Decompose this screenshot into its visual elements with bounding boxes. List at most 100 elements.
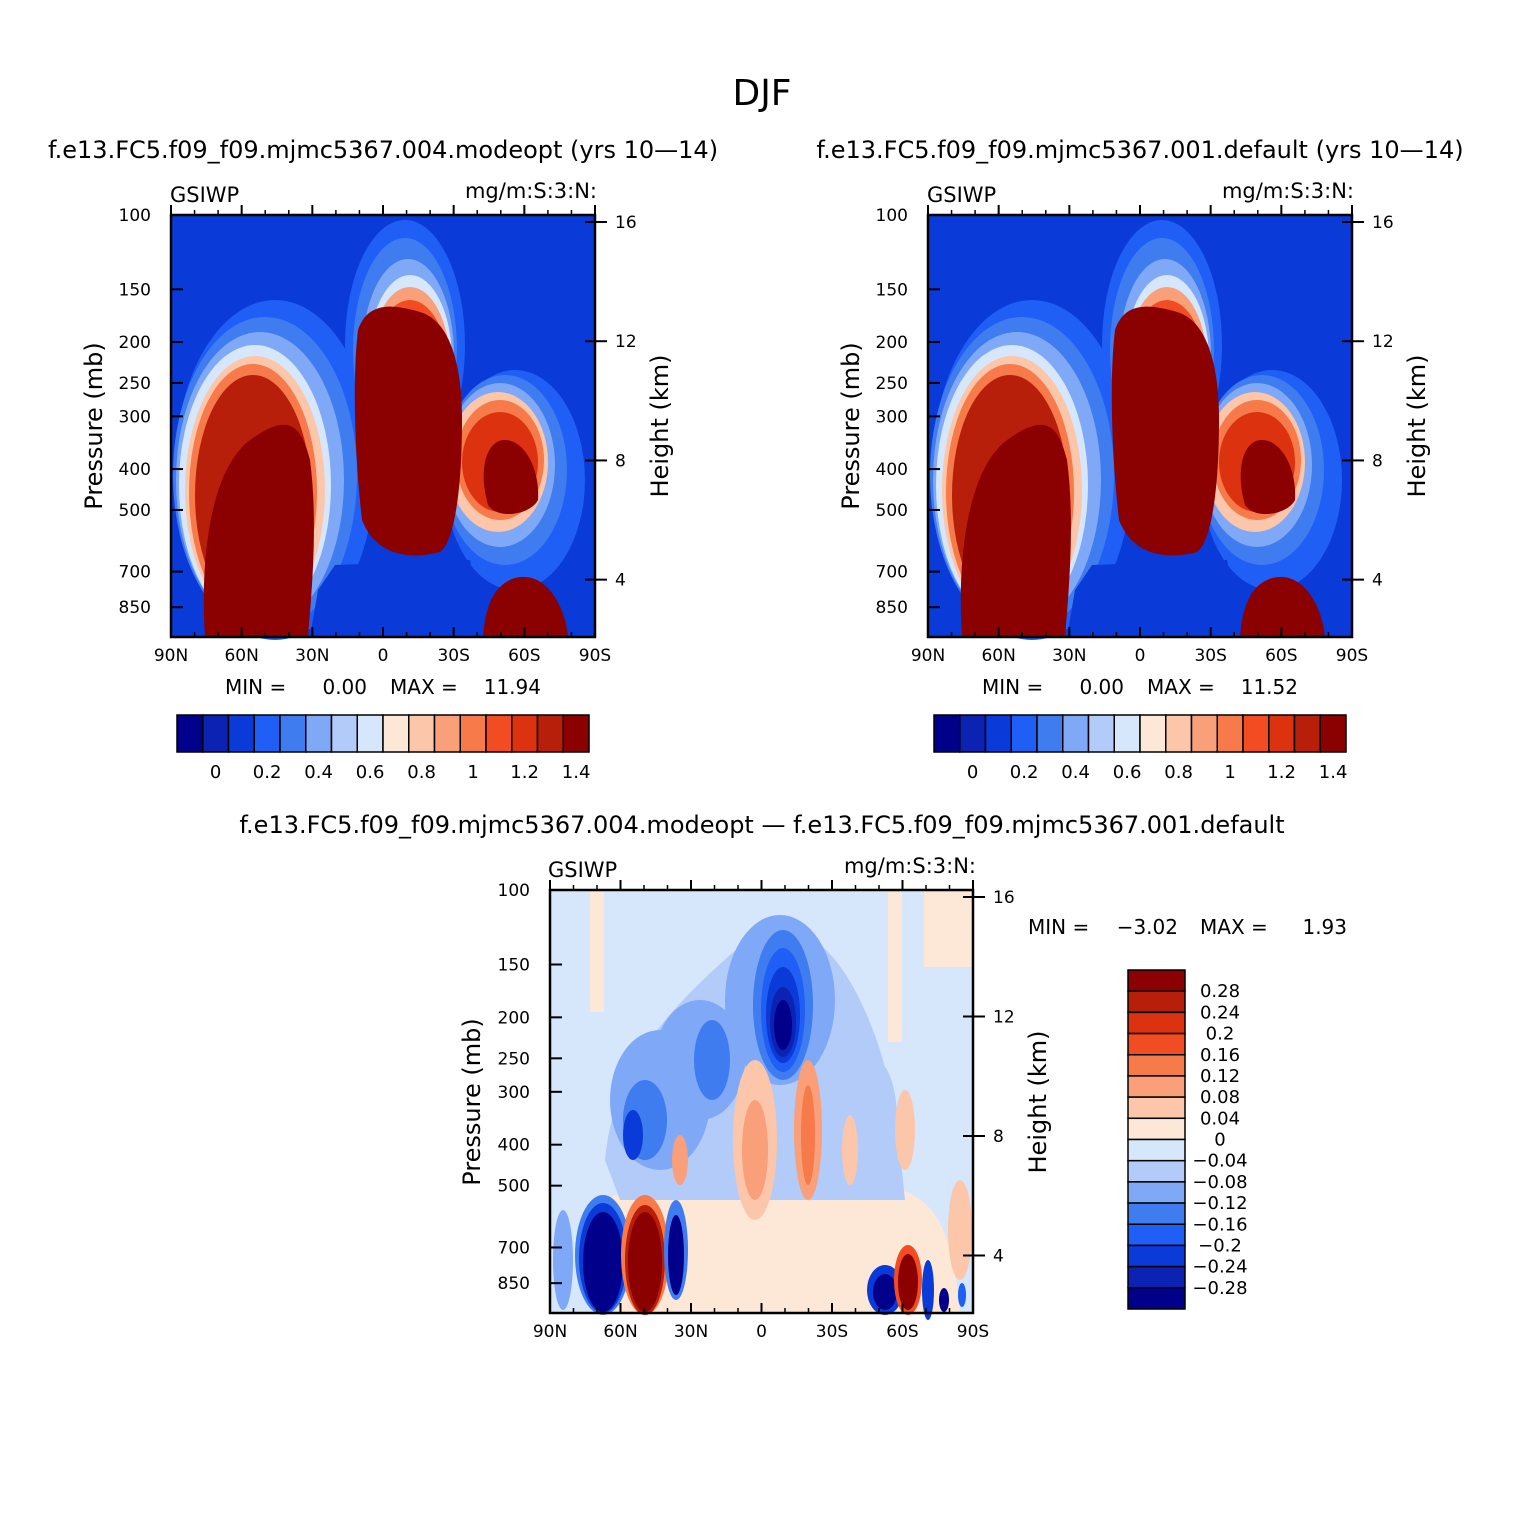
colorbar-label: −0.12 bbox=[1192, 1193, 1247, 1214]
colorbar-label: 0.12 bbox=[1200, 1066, 1240, 1087]
colorbar-box bbox=[253, 714, 281, 753]
x-tick-label: 0 bbox=[756, 1322, 767, 1342]
y2-tick-label: 4 bbox=[993, 1246, 1004, 1266]
colorbar-box bbox=[176, 714, 204, 753]
y-tick-label: 200 bbox=[876, 333, 908, 353]
colorbar-box bbox=[1319, 714, 1347, 753]
colorbar-label: 0.28 bbox=[1200, 981, 1240, 1002]
colorbar-box bbox=[1127, 1054, 1186, 1077]
colorbar-box bbox=[1165, 714, 1193, 753]
colorbar-box bbox=[1010, 714, 1038, 753]
colorbar-box bbox=[408, 714, 436, 753]
colorbar-box bbox=[1127, 1244, 1186, 1268]
colorbar-box bbox=[1127, 1223, 1186, 1247]
colorbar-box bbox=[1127, 1138, 1186, 1162]
min-value: 0.00 bbox=[1079, 675, 1124, 699]
colorbar-label: 0.2 bbox=[1010, 762, 1039, 783]
max-value: 1.93 bbox=[1302, 915, 1347, 939]
min-value: −3.02 bbox=[1117, 915, 1178, 939]
x-tick-label: 30S bbox=[816, 1322, 848, 1342]
y-tick-label: 300 bbox=[876, 407, 908, 427]
colorbar-label: 0 bbox=[210, 762, 221, 783]
y-tick-label: 100 bbox=[876, 206, 908, 226]
x-tick-label: 30N bbox=[1052, 646, 1086, 666]
min-label: MIN = bbox=[982, 675, 1043, 699]
x-tick-label: 60N bbox=[224, 646, 258, 666]
y2-tick-label: 12 bbox=[993, 1007, 1015, 1027]
y-tick-label: 850 bbox=[876, 598, 908, 618]
colorbar-box bbox=[562, 714, 590, 753]
y-tick-label: 500 bbox=[498, 1177, 530, 1197]
colorbar-box bbox=[1127, 1075, 1186, 1098]
panel-title: f.e13.FC5.f09_f09.mjmc5367.004.modeopt —… bbox=[239, 811, 1284, 839]
colorbar-box bbox=[1127, 969, 1186, 992]
variable-label: GSIWP bbox=[927, 183, 996, 207]
colorbar-box bbox=[227, 714, 255, 753]
colorbar-box bbox=[1127, 1096, 1186, 1120]
colorbar-box bbox=[202, 714, 230, 753]
y-tick-label: 200 bbox=[498, 1008, 530, 1028]
x-tick-label: 30S bbox=[437, 646, 469, 666]
colorbar: 0 0.2 0.4 0.6 0.8 1 1.2 1.4 bbox=[176, 714, 590, 783]
colorbar-box bbox=[933, 714, 961, 753]
colorbar-box bbox=[1127, 1287, 1186, 1310]
colorbar-label: 0 bbox=[1214, 1130, 1225, 1151]
y-axis-label: Pressure (mb) bbox=[80, 342, 108, 509]
max-label: MAX = bbox=[1200, 915, 1268, 939]
colorbar-label: 0.8 bbox=[1164, 762, 1193, 783]
y-tick-label: 500 bbox=[876, 501, 908, 521]
colorbar-box bbox=[1268, 714, 1296, 753]
y-axis-height: 16 12 8 4 bbox=[585, 213, 637, 591]
y-tick-label: 250 bbox=[498, 1049, 530, 1069]
y2-tick-label: 4 bbox=[1372, 571, 1383, 591]
y-tick-label: 100 bbox=[119, 206, 151, 226]
colorbar-label: 1.2 bbox=[510, 762, 539, 783]
y2-axis-label: Height (km) bbox=[1024, 1031, 1052, 1174]
colorbar-label: 1.4 bbox=[1319, 762, 1348, 783]
colorbar-box bbox=[959, 714, 987, 753]
colorbar-label: 0.2 bbox=[253, 762, 282, 783]
panel-title: f.e13.FC5.f09_f09.mjmc5367.001.default (… bbox=[816, 136, 1463, 164]
colorbar-box bbox=[1127, 1011, 1186, 1035]
y2-tick-label: 16 bbox=[615, 213, 637, 233]
x-tick-label: 90N bbox=[533, 1322, 567, 1342]
x-tick-label: 30N bbox=[295, 646, 329, 666]
x-tick-label: 90S bbox=[957, 1322, 989, 1342]
colorbar-box bbox=[1127, 990, 1186, 1014]
x-axis: 90N 60N 30N 0 30S 60S 90S bbox=[154, 205, 611, 666]
colorbar-label: 1 bbox=[1224, 762, 1235, 783]
colorbar-box bbox=[1293, 714, 1321, 753]
x-tick-label: 90S bbox=[1336, 646, 1368, 666]
y-tick-label: 400 bbox=[876, 460, 908, 480]
colorbar-label: 1 bbox=[467, 762, 478, 783]
colorbar: 0.280.240.20.160.120.080.040−0.04−0.08−0… bbox=[1127, 969, 1248, 1310]
x-tick-label: 60S bbox=[886, 1322, 918, 1342]
x-tick-label: 60N bbox=[603, 1322, 637, 1342]
y2-tick-label: 8 bbox=[993, 1127, 1004, 1147]
y-tick-label: 400 bbox=[498, 1136, 530, 1156]
y-tick-label: 700 bbox=[876, 563, 908, 583]
y2-tick-label: 16 bbox=[993, 888, 1015, 908]
colorbar-box bbox=[1242, 714, 1270, 753]
variable-label: GSIWP bbox=[170, 183, 239, 207]
heatmap-plot bbox=[928, 215, 1352, 640]
colorbar-label: 0.8 bbox=[407, 762, 436, 783]
x-tick-label: 30S bbox=[1194, 646, 1226, 666]
colorbar-label: 0.24 bbox=[1200, 1002, 1240, 1023]
heatmap-plot bbox=[550, 890, 973, 1320]
x-tick-label: 90N bbox=[154, 646, 188, 666]
x-tick-label: 60S bbox=[1265, 646, 1297, 666]
panel-title: f.e13.FC5.f09_f09.mjmc5367.004.modeopt (… bbox=[48, 136, 718, 164]
colorbar-box bbox=[511, 714, 539, 753]
colorbar-label: 0.2 bbox=[1206, 1024, 1235, 1045]
colorbar-box bbox=[459, 714, 487, 753]
y-tick-label: 150 bbox=[498, 955, 530, 975]
variable-label: GSIWP bbox=[548, 858, 617, 882]
y-tick-label: 150 bbox=[876, 280, 908, 300]
max-label: MAX = bbox=[1147, 675, 1215, 699]
colorbar-label: −0.2 bbox=[1198, 1235, 1242, 1256]
y2-tick-label: 8 bbox=[615, 451, 626, 471]
y-tick-label: 850 bbox=[498, 1274, 530, 1294]
colorbar-box bbox=[1127, 1159, 1186, 1183]
colorbar-box bbox=[1087, 714, 1115, 753]
